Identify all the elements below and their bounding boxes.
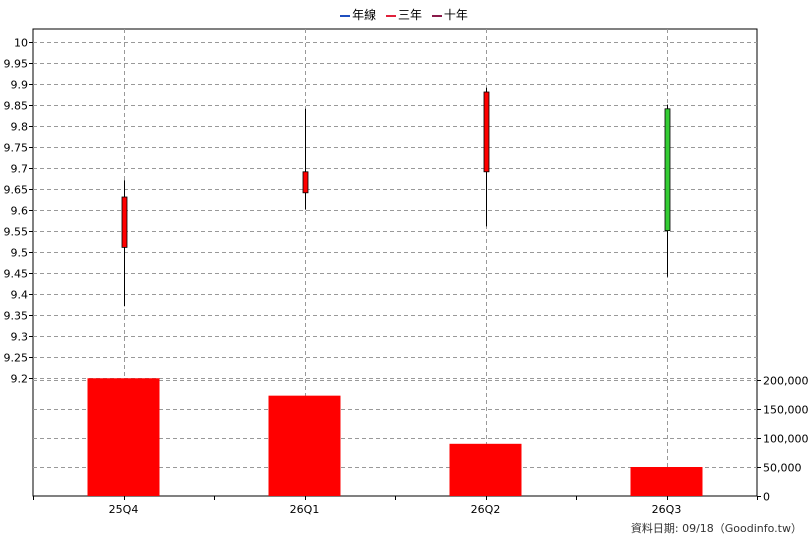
candle-body: [302, 171, 309, 194]
volume-bar: [630, 467, 703, 496]
volume-tick-label: 100,000: [763, 433, 808, 446]
volume-bar: [268, 395, 341, 496]
price-tick-label: 9.9: [11, 79, 29, 92]
volume-tick-label: 150,000: [763, 404, 808, 417]
legend-label-annual: 年線: [352, 8, 377, 22]
category-label: 26Q1: [290, 503, 320, 516]
price-tick-label: 9.4: [11, 289, 29, 302]
price-tick-label: 9.7: [11, 163, 29, 176]
candle-body: [121, 196, 128, 248]
legend-item-ten-year: 十年: [431, 6, 468, 23]
legend-label-ten-year: 十年: [443, 8, 468, 22]
legend-item-annual: 年線: [340, 6, 376, 23]
volume-bar: [87, 378, 160, 496]
legend-swatch-three-year: [385, 14, 396, 17]
volume-tick-label: 50,000: [763, 462, 802, 475]
legend-item-three-year: 三年: [385, 6, 422, 23]
price-tick-label: 9.75: [4, 142, 29, 155]
price-tick-label: 9.65: [4, 184, 29, 197]
price-tick-label: 9.8: [11, 121, 29, 134]
category-label: 26Q2: [471, 503, 501, 516]
data-date-footer: 資料日期: 09/18（Goodinfo.tw）: [630, 522, 802, 535]
price-tick-label: 9.2: [11, 373, 29, 386]
price-tick-label: 9.55: [4, 226, 29, 239]
price-tick-label: 9.45: [4, 268, 29, 281]
price-tick-label: 9.25: [4, 352, 29, 365]
candle-body: [664, 108, 671, 232]
legend-label-three-year: 三年: [397, 8, 422, 22]
price-tick-label: 10: [14, 37, 28, 50]
price-tick-label: 9.95: [4, 58, 29, 71]
category-label: 25Q4: [109, 503, 139, 516]
price-tick-label: 9.3: [11, 331, 29, 344]
volume-tick-label: 0: [763, 491, 770, 504]
price-tick-label: 9.35: [4, 310, 29, 323]
volume-bar: [449, 443, 522, 496]
volume-tick-label: 200,000: [763, 375, 808, 388]
price-tick-label: 9.6: [11, 205, 29, 218]
price-tick-label: 9.5: [11, 247, 29, 260]
candle-body: [483, 91, 490, 173]
category-label: 26Q3: [652, 503, 682, 516]
legend-swatch-ten-year: [431, 14, 442, 17]
chart-legend: 年線 三年 十年: [0, 6, 808, 23]
legend-swatch-annual: [340, 14, 351, 17]
price-tick-label: 9.85: [4, 100, 29, 113]
